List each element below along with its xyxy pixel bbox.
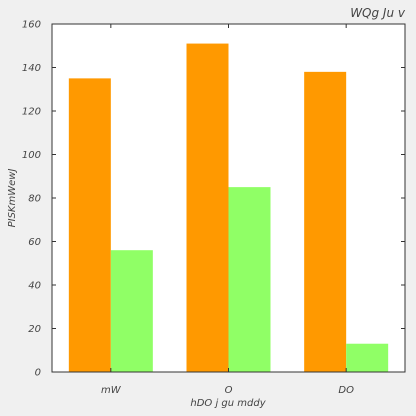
y-tick-label: 80	[28, 194, 41, 205]
y-tick-label: 160	[22, 20, 41, 31]
bar-series2-O	[228, 187, 271, 372]
x-tick-label: mW	[101, 385, 122, 396]
x-tick-label: DO	[338, 385, 354, 396]
x-axis-label: hDO j gu mddy	[190, 398, 266, 409]
bar-series1-mW	[68, 78, 111, 372]
bar-series1-DO	[304, 71, 347, 372]
y-tick-label: 40	[28, 281, 41, 292]
y-tick-label: 20	[28, 324, 41, 335]
y-tick-label: 60	[28, 237, 41, 248]
y-tick-label: 100	[22, 150, 41, 161]
y-tick-label: 120	[22, 107, 41, 118]
chart-title: WQg Ju v	[350, 6, 406, 20]
bar-series2-DO	[346, 343, 389, 372]
bar-series2-mW	[110, 250, 153, 372]
x-axis: mW O DO	[101, 24, 354, 396]
y-tick-label: 140	[22, 63, 41, 74]
y-axis-label: PISKmWewJ	[7, 169, 18, 228]
bars-group	[68, 43, 389, 372]
bar-series1-O	[186, 43, 229, 372]
y-axis: 0 20 40 60 80 100 120 140 160	[22, 20, 405, 379]
plot-frame	[51, 23, 406, 373]
y-tick-label: 0	[35, 368, 41, 379]
x-tick-label: O	[225, 385, 233, 396]
